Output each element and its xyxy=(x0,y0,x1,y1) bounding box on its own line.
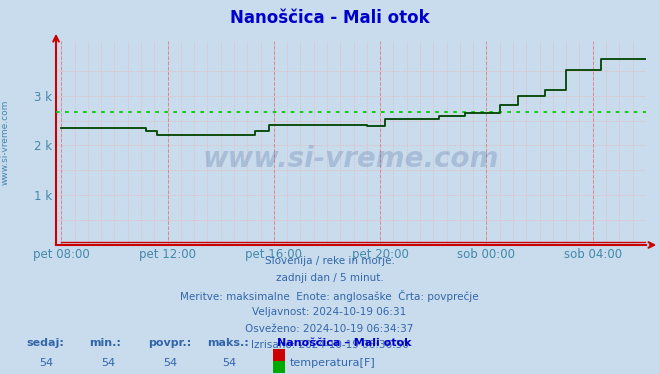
Text: 54: 54 xyxy=(39,358,53,368)
Text: sedaj:: sedaj: xyxy=(26,338,64,349)
Text: 54: 54 xyxy=(222,358,237,368)
Text: zadnji dan / 5 minut.: zadnji dan / 5 minut. xyxy=(275,273,384,283)
Text: www.si-vreme.com: www.si-vreme.com xyxy=(203,145,499,174)
Text: 54: 54 xyxy=(101,358,116,368)
Text: Slovenija / reke in morje.: Slovenija / reke in morje. xyxy=(264,256,395,266)
Text: Meritve: maksimalne  Enote: anglosaške  Črta: povprečje: Meritve: maksimalne Enote: anglosaške Čr… xyxy=(180,290,479,302)
Text: Nanoščica – Mali otok: Nanoščica – Mali otok xyxy=(277,338,411,349)
Text: Nanoščica - Mali otok: Nanoščica - Mali otok xyxy=(230,9,429,27)
Text: Izrisano: 2024-10-19 06:36:50: Izrisano: 2024-10-19 06:36:50 xyxy=(250,340,409,350)
Text: povpr.:: povpr.: xyxy=(148,338,192,349)
Text: 54: 54 xyxy=(163,358,177,368)
Text: Veljavnost: 2024-10-19 06:31: Veljavnost: 2024-10-19 06:31 xyxy=(252,307,407,317)
Text: www.si-vreme.com: www.si-vreme.com xyxy=(1,99,10,185)
Text: Osveženo: 2024-10-19 06:34:37: Osveženo: 2024-10-19 06:34:37 xyxy=(245,324,414,334)
Text: temperatura[F]: temperatura[F] xyxy=(290,358,376,368)
Text: maks.:: maks.: xyxy=(208,338,249,349)
Text: min.:: min.: xyxy=(89,338,121,349)
